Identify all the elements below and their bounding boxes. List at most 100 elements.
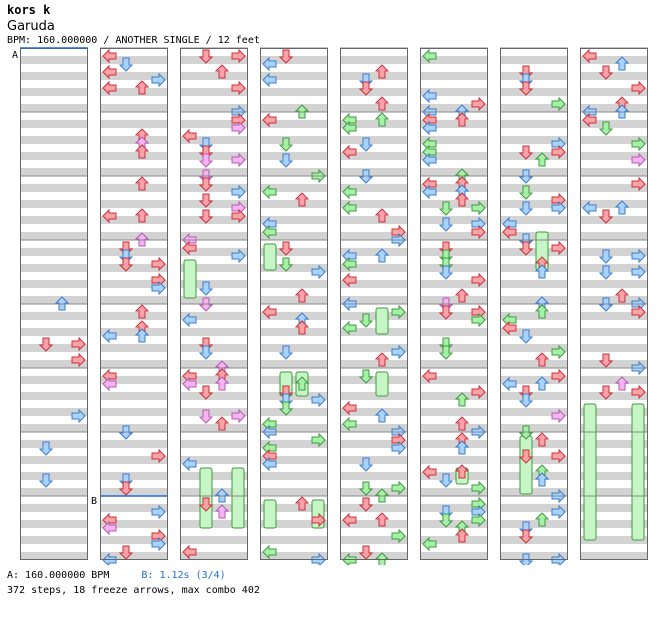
up-arrow — [134, 144, 150, 159]
beat-stripe — [420, 296, 488, 304]
beat-stripe — [180, 392, 248, 400]
left-arrow — [182, 376, 197, 392]
beat-stripe — [260, 280, 328, 288]
beat-stripe — [420, 440, 488, 448]
beat-stripe — [20, 456, 88, 464]
beat-stripe — [100, 488, 168, 496]
beat-stripe — [100, 232, 168, 240]
beat-stripe — [340, 232, 408, 240]
song-meta: BPM: 160.000000 / ANOTHER SINGLE / 12 fe… — [7, 35, 260, 46]
beat-stripe — [180, 312, 248, 320]
down-arrow — [598, 249, 614, 264]
beat-stripe — [340, 328, 408, 336]
beat-stripe — [500, 456, 568, 464]
left-arrow — [262, 72, 277, 88]
beat-stripe — [500, 136, 568, 144]
column-frame — [420, 48, 488, 560]
up-arrow — [374, 112, 390, 127]
beat-stripe — [260, 88, 328, 96]
down-arrow — [358, 369, 374, 384]
beat-stripe — [580, 216, 648, 224]
beat-stripe — [340, 184, 408, 192]
beat-stripe — [580, 344, 648, 352]
beat-stripe — [420, 56, 488, 64]
right-arrow — [551, 448, 566, 464]
beat-stripe — [340, 296, 408, 304]
down-arrow — [358, 481, 374, 496]
up-arrow — [374, 64, 390, 79]
down-arrow — [198, 281, 214, 296]
up-arrow — [534, 264, 550, 279]
bpm-a-label: A: 160.000000 BPM — [7, 570, 110, 581]
beat-stripe — [580, 72, 648, 80]
beat-stripe — [500, 472, 568, 480]
beat-stripe — [500, 216, 568, 224]
beat-stripe — [180, 360, 248, 368]
column-frame — [500, 48, 568, 560]
right-arrow — [551, 408, 566, 424]
beat-stripe — [260, 264, 328, 272]
down-arrow — [598, 209, 614, 224]
beat-stripe — [580, 328, 648, 336]
beat-stripe — [20, 56, 88, 64]
down-arrow — [118, 257, 134, 272]
up-arrow — [614, 200, 630, 215]
left-arrow — [342, 320, 357, 336]
beat-stripe — [20, 72, 88, 80]
beat-stripe — [500, 488, 568, 496]
beat-stripe — [180, 424, 248, 432]
beat-stripe — [420, 120, 488, 128]
left-arrow — [422, 464, 437, 480]
beat-stripe — [180, 232, 248, 240]
beat-stripe — [500, 504, 568, 512]
down-arrow — [518, 241, 534, 256]
left-arrow — [502, 320, 517, 336]
beat-stripe — [180, 376, 248, 384]
left-arrow — [182, 128, 197, 144]
down-arrow — [438, 305, 454, 320]
beat-stripe — [580, 104, 648, 112]
beat-stripe — [340, 344, 408, 352]
beat-stripe — [100, 296, 168, 304]
left-arrow — [342, 416, 357, 432]
beat-stripe — [180, 552, 248, 560]
down-arrow — [278, 241, 294, 256]
up-arrow — [454, 528, 470, 543]
beat-stripe — [500, 328, 568, 336]
down-arrow — [278, 49, 294, 64]
up-arrow — [454, 416, 470, 431]
beat-stripe — [100, 216, 168, 224]
marker-b-label: B — [91, 496, 97, 507]
beat-stripe — [580, 232, 648, 240]
beat-stripe — [20, 472, 88, 480]
beat-stripe — [180, 72, 248, 80]
right-arrow — [231, 80, 246, 96]
beat-stripe — [580, 408, 648, 416]
down-arrow — [198, 409, 214, 424]
beat-stripe — [580, 296, 648, 304]
beat-stripe — [260, 376, 328, 384]
beat-stripe — [100, 136, 168, 144]
right-arrow — [631, 176, 646, 192]
beat-stripe — [420, 456, 488, 464]
beat-stripe — [100, 184, 168, 192]
right-arrow — [311, 432, 326, 448]
right-arrow — [231, 120, 246, 136]
beat-stripe — [420, 536, 488, 544]
right-arrow — [551, 200, 566, 216]
beat-stripe — [100, 344, 168, 352]
left-arrow — [102, 64, 117, 80]
left-arrow — [342, 272, 357, 288]
beat-stripe — [420, 264, 488, 272]
beat-stripe — [180, 248, 248, 256]
beat-stripe — [20, 280, 88, 288]
left-arrow — [262, 456, 277, 472]
beat-stripe — [500, 376, 568, 384]
beat-stripe — [260, 424, 328, 432]
right-arrow — [311, 512, 326, 528]
beat-stripe — [580, 120, 648, 128]
beat-stripe — [420, 88, 488, 96]
beat-stripe — [260, 488, 328, 496]
beat-stripe — [500, 232, 568, 240]
beat-stripe — [340, 264, 408, 272]
